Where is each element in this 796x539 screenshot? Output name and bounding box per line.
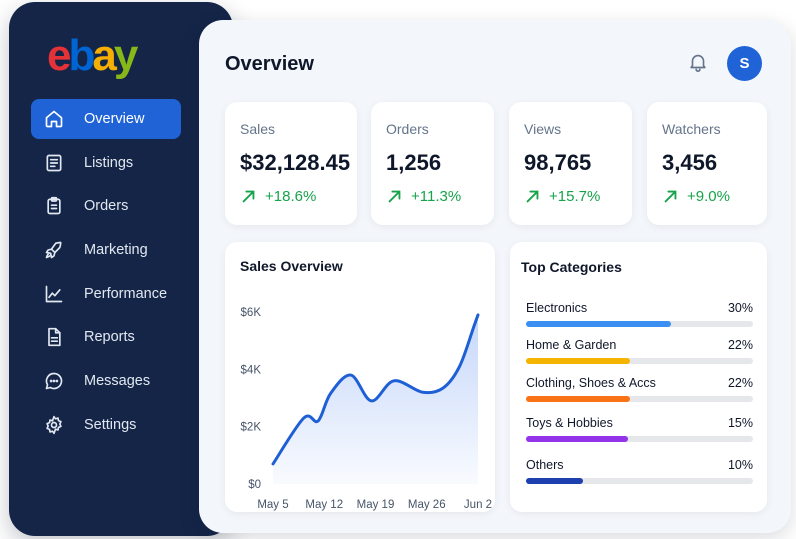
arrow-up-right-icon xyxy=(242,190,255,203)
stat-card-orders: Orders 1,256 +11.3% xyxy=(371,102,494,225)
category-bar-fill xyxy=(526,396,631,402)
stat-label: Orders xyxy=(386,121,429,137)
sidebar-item-settings[interactable]: Settings xyxy=(31,405,181,445)
y-tick-label: $0 xyxy=(248,479,261,491)
stat-change: +15.7% xyxy=(524,188,600,205)
top-categories-card: Top Categories Electronics 30% Home & Ga… xyxy=(510,242,767,512)
sidebar-item-overview[interactable]: Overview xyxy=(31,99,181,139)
y-tick-label: $6K xyxy=(241,307,262,319)
category-percent: 15% xyxy=(727,416,753,430)
stat-value: 98,765 xyxy=(524,150,592,175)
stat-card-watchers: Watchers 3,456 +9.0% xyxy=(647,102,767,225)
arrow-up-right-icon xyxy=(388,190,401,203)
sidebar-item-marketing[interactable]: Marketing xyxy=(31,230,181,270)
sidebar-item-label: Listings xyxy=(84,154,134,171)
category-bar-track xyxy=(526,321,753,327)
sales-line xyxy=(271,313,480,466)
stat-value: 3,456 xyxy=(662,150,718,175)
category-bar-fill xyxy=(526,478,583,484)
sidebar-item-reports[interactable]: Reports xyxy=(31,317,181,357)
category-name: Electronics xyxy=(526,301,588,315)
sales-overview-card: Sales Overview $0 $2K $4K $6K May 5 May 12 May… xyxy=(225,242,495,512)
ebay-logo[interactable]: e b a y xyxy=(47,30,139,80)
stat-value: $32,128.45 xyxy=(240,150,351,175)
chat-icon xyxy=(43,370,65,392)
sidebar-item-label: Performance xyxy=(84,285,168,302)
arrow-up-right-icon xyxy=(664,190,677,203)
page-title: Overview xyxy=(225,53,314,75)
stat-change-value: +15.7% xyxy=(549,188,601,205)
logo-letter-a: a xyxy=(92,31,117,80)
category-bar-fill xyxy=(526,436,629,442)
category-percent: 22% xyxy=(727,376,753,390)
clipboard-icon xyxy=(43,195,65,217)
trend-chart-icon xyxy=(43,283,65,305)
y-tick-label: $2K xyxy=(241,422,262,434)
stat-card-sales: Sales $32,128.45 +18.6% xyxy=(225,102,357,225)
sidebar-item-label: Reports xyxy=(84,329,135,346)
sidebar-item-messages[interactable]: Messages xyxy=(31,361,181,401)
category-name: Toys & Hobbies xyxy=(526,416,613,430)
stat-change: +18.6% xyxy=(240,188,316,205)
main-panel: Overview S Sales $32,128.45 +18.6% Order… xyxy=(199,20,791,533)
stat-card-views: Views 98,765 +15.7% xyxy=(509,102,632,225)
logo-letter-b: b xyxy=(68,31,95,80)
sidebar-item-orders[interactable]: Orders xyxy=(31,186,181,226)
bell-icon[interactable] xyxy=(687,51,711,75)
sidebar-item-label: Marketing xyxy=(84,242,148,259)
list-icon xyxy=(43,152,65,174)
stat-change: +11.3% xyxy=(386,188,461,205)
sidebar: e b a y Overview Listings Orders xyxy=(9,2,233,536)
stat-label: Views xyxy=(524,121,562,137)
stat-change: +9.0% xyxy=(662,188,730,205)
category-percent: 10% xyxy=(727,458,753,472)
stat-change-value: +11.3% xyxy=(411,188,462,205)
avatar[interactable]: S xyxy=(727,46,762,81)
category-name: Home & Garden xyxy=(526,338,617,352)
sidebar-item-performance[interactable]: Performance xyxy=(31,274,181,314)
logo-letter-e: e xyxy=(47,31,72,80)
x-tick-label: May 12 xyxy=(305,499,343,511)
top-categories-title: Top Categories xyxy=(521,259,622,275)
sidebar-item-label: Orders xyxy=(84,198,129,215)
category-bar-fill xyxy=(526,358,631,364)
category-bar-fill xyxy=(526,321,672,327)
gear-icon xyxy=(43,414,65,436)
x-tick-label: May 5 xyxy=(257,499,288,511)
document-icon xyxy=(43,326,65,348)
sidebar-nav: Overview Listings Orders Marketing Perfo… xyxy=(31,99,181,449)
sidebar-item-label: Overview xyxy=(84,111,145,127)
stat-label: Watchers xyxy=(662,121,721,137)
x-tick-label: May 19 xyxy=(357,499,395,511)
sidebar-item-label: Messages xyxy=(84,373,151,390)
sales-chart: $0 $2K $4K $6K May 5 May 12 May 19 May 26 Jun 2 xyxy=(241,307,493,511)
stat-value: 1,256 xyxy=(386,150,442,175)
home-icon xyxy=(43,108,65,130)
stat-change-value: +18.6% xyxy=(265,188,317,205)
category-name: Others xyxy=(526,458,564,472)
stat-label: Sales xyxy=(240,121,276,137)
arrow-up-right-icon xyxy=(526,190,539,203)
logo-letter-y: y xyxy=(113,31,139,80)
category-bar-track xyxy=(526,478,753,484)
sidebar-item-label: Settings xyxy=(84,416,137,433)
sales-overview-title: Sales Overview xyxy=(240,258,343,274)
rocket-icon xyxy=(43,239,65,261)
category-bar-track xyxy=(526,358,753,364)
y-tick-label: $4K xyxy=(241,364,262,376)
x-tick-label: Jun 2 xyxy=(464,499,492,511)
category-name: Clothing, Shoes & Accs xyxy=(526,376,656,390)
x-tick-label: May 26 xyxy=(408,499,446,511)
stat-change-value: +9.0% xyxy=(687,188,730,205)
category-bar-track xyxy=(526,436,753,442)
category-percent: 30% xyxy=(727,301,753,315)
sidebar-item-listings[interactable]: Listings xyxy=(31,143,181,183)
category-bar-track xyxy=(526,396,753,402)
category-percent: 22% xyxy=(727,338,753,352)
